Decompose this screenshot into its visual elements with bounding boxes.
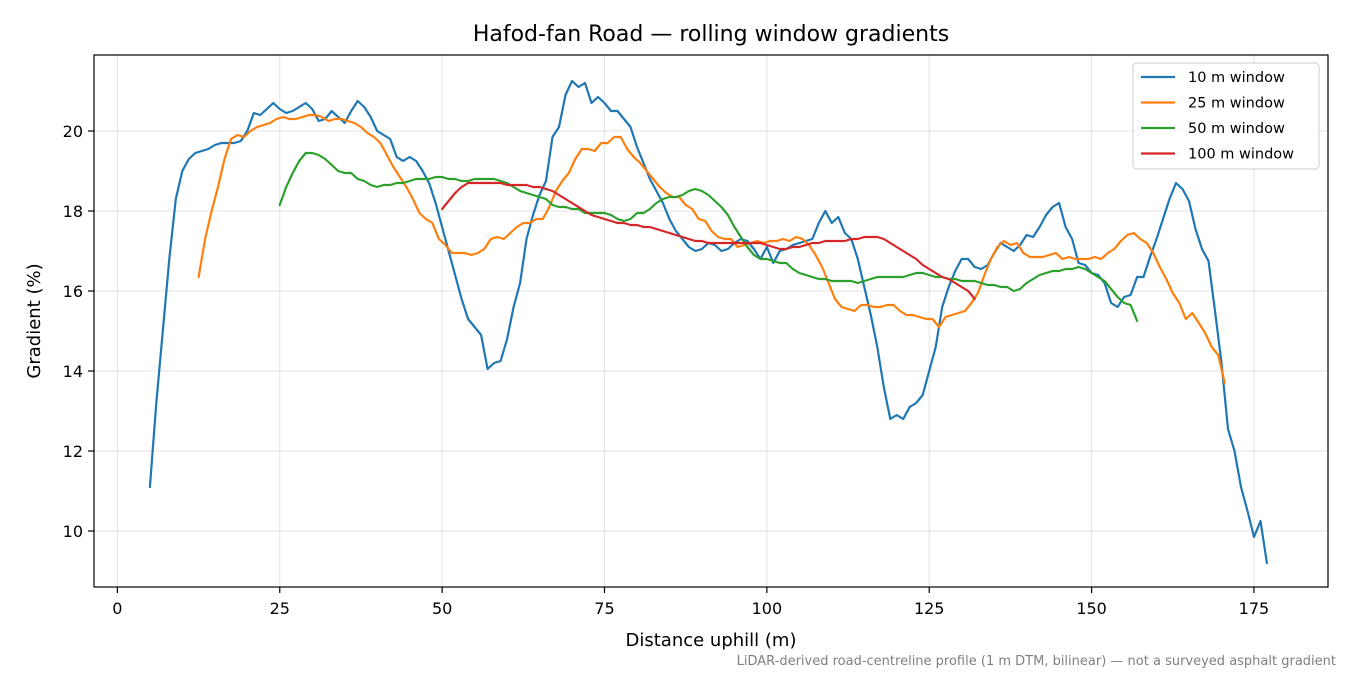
- x-tick-label: 150: [1076, 599, 1107, 618]
- y-tick-label: 16: [63, 282, 83, 301]
- legend-box: [1132, 62, 1320, 170]
- y-tick-label: 14: [63, 362, 83, 381]
- plot-frame: [93, 54, 1329, 588]
- y-tick-label: 20: [63, 122, 83, 141]
- x-tick-label: 175: [1239, 599, 1270, 618]
- x-axis-label: Distance uphill (m): [626, 630, 797, 651]
- legend-label: 10 m window: [1188, 70, 1285, 86]
- chart-title: Hafod-fan Road — rolling window gradient…: [473, 22, 949, 47]
- legend-label: 25 m window: [1188, 96, 1285, 112]
- series-line-2: [197, 113, 1226, 385]
- y-tick-label: 18: [63, 202, 83, 221]
- y-tick-label: 10: [63, 522, 83, 541]
- y-axis-ticks: 10 12 14 16 18 20: [63, 122, 94, 541]
- x-tick-label: 75: [594, 599, 614, 618]
- x-tick-label: 50: [432, 599, 452, 618]
- legend-label: 50 m window: [1188, 121, 1285, 137]
- x-tick-label: 25: [270, 599, 290, 618]
- x-tick-label: 125: [914, 599, 945, 618]
- legend: 10 m window 25 m window 50 m window 100 m w…: [1132, 62, 1320, 170]
- y-axis-label: Gradient (%): [24, 263, 45, 378]
- x-tick-label: 0: [112, 599, 122, 618]
- x-axis-ticks: 0 25 50 75 100 125 150 175: [112, 587, 1269, 618]
- y-tick-label: 12: [63, 442, 83, 461]
- series-line-4: [441, 181, 976, 301]
- series-line-3: [278, 151, 1139, 323]
- x-tick-label: 100: [752, 599, 783, 618]
- footnote: LiDAR-derived road-centreline profile (1…: [737, 654, 1336, 669]
- legend-label: 100 m window: [1188, 147, 1294, 163]
- series-lines: [148, 79, 1268, 565]
